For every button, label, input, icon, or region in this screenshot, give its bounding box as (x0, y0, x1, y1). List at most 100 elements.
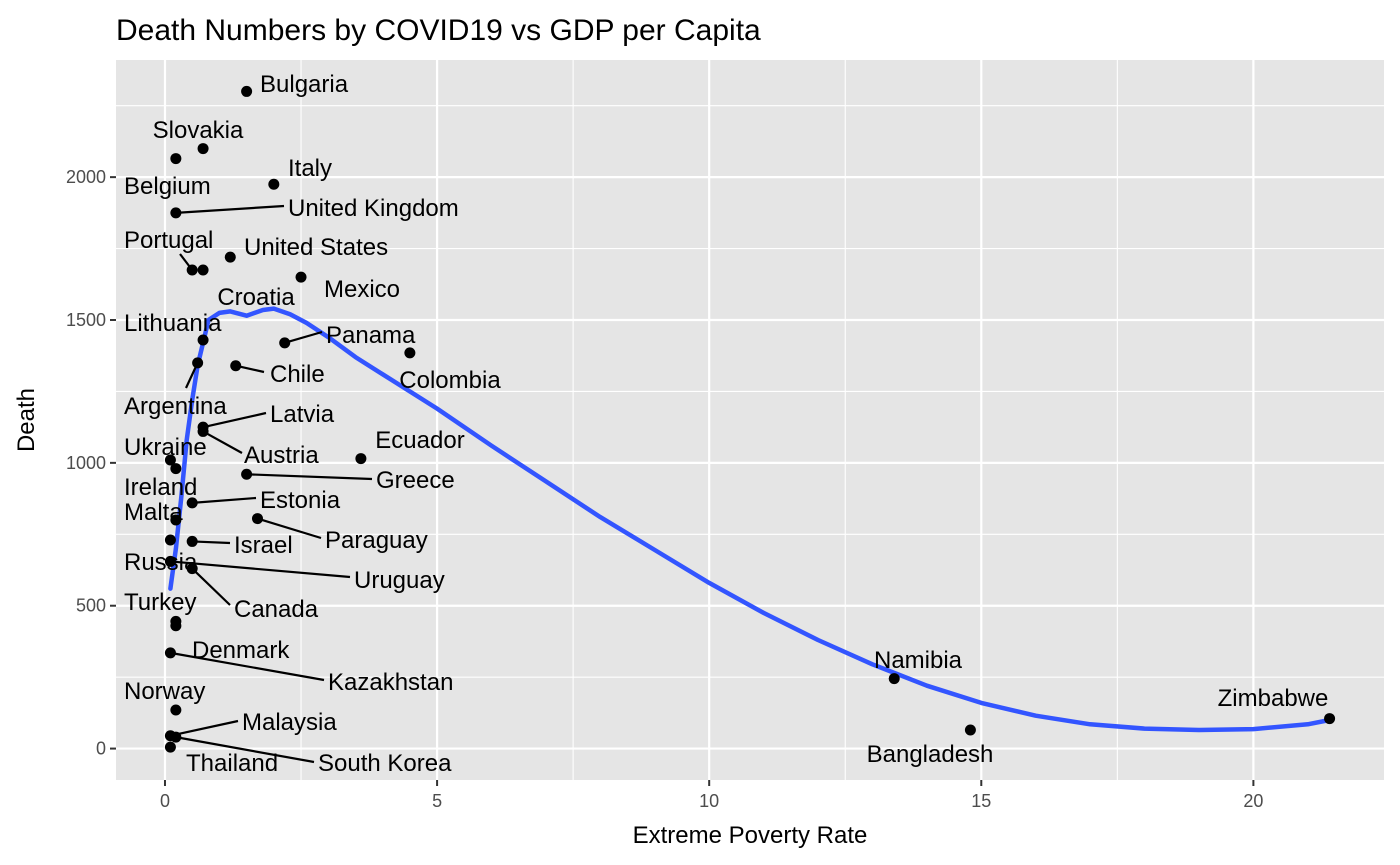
data-point (241, 85, 253, 97)
point-label: Norway (124, 678, 205, 705)
leader-line (246, 473, 373, 481)
labels-layer: Bulgaria Slovakia Belgium Italy United Kingd… (124, 71, 1328, 777)
data-point (192, 357, 204, 369)
leader-line (192, 540, 231, 545)
data-point (170, 620, 182, 632)
point-label: Estonia (260, 487, 341, 514)
data-point (186, 563, 198, 575)
label-leader-lines (170, 204, 373, 764)
y-axis-ticks: 0 500 1000 1500 2000 (66, 167, 116, 759)
data-point (230, 360, 242, 372)
point-label: Portugal (124, 227, 213, 254)
data-point (186, 497, 198, 509)
x-axis-title: Extreme Poverty Rate (633, 822, 868, 849)
point-label: Kazakhstan (328, 669, 453, 696)
point-label: Israel (234, 532, 293, 559)
point-label: Zimbabwe (1218, 685, 1329, 712)
data-point (295, 271, 307, 283)
leader-line (202, 430, 243, 454)
chart-title: Death Numbers by COVID19 vs GDP per Capi… (116, 14, 761, 47)
point-label: Bulgaria (260, 71, 349, 98)
grid-major (116, 60, 1384, 780)
point-label: Colombia (399, 367, 501, 394)
data-point (224, 251, 236, 263)
point-label: Malta (124, 499, 183, 526)
point-label: United States (244, 234, 388, 261)
point-label: Ukraine (124, 434, 207, 461)
point-label: Latvia (270, 401, 335, 428)
point-label: Italy (288, 155, 332, 182)
data-point (279, 337, 291, 349)
data-point (197, 264, 209, 276)
point-label: Greece (376, 467, 455, 494)
point-label: Thailand (186, 750, 278, 777)
points-layer (164, 85, 1336, 753)
data-point (888, 673, 900, 685)
x-tick-label: 5 (432, 791, 442, 811)
point-label: Slovakia (153, 117, 244, 144)
point-label: Chile (270, 361, 325, 388)
point-label: Austria (244, 442, 319, 469)
leader-line (192, 496, 257, 504)
point-label: Mexico (324, 276, 400, 303)
point-label: Croatia (217, 284, 295, 311)
x-tick-label: 10 (699, 791, 719, 811)
point-label: Uruguay (354, 567, 445, 594)
data-point (164, 741, 176, 753)
point-label: Argentina (124, 393, 227, 420)
data-point (186, 535, 198, 547)
data-point (170, 207, 182, 219)
data-point (404, 347, 416, 359)
point-label: Russia (124, 549, 198, 576)
y-tick-label: 1000 (66, 453, 106, 473)
data-point (170, 463, 182, 475)
y-axis-title: Death (13, 388, 40, 452)
point-label: Canada (234, 596, 319, 623)
leader-line (202, 411, 267, 429)
data-point (241, 468, 253, 480)
data-point (186, 264, 198, 276)
leader-line (257, 517, 322, 540)
data-point (1324, 713, 1336, 725)
data-point (251, 513, 263, 525)
leader-line (284, 330, 323, 344)
data-point (164, 555, 176, 567)
point-label: United Kingdom (288, 195, 459, 222)
x-axis-ticks: 0 5 10 15 20 (160, 780, 1263, 811)
point-label: Lithuania (124, 310, 222, 337)
x-tick-label: 20 (1243, 791, 1263, 811)
leader-line (175, 736, 315, 764)
leader-line (170, 719, 239, 737)
leader-line (175, 204, 285, 214)
data-point (170, 731, 182, 743)
y-tick-label: 2000 (66, 167, 106, 187)
data-point (164, 454, 176, 466)
y-tick-label: 1500 (66, 310, 106, 330)
data-point (268, 178, 280, 190)
data-point (170, 704, 182, 716)
point-label: Ecuador (375, 427, 464, 454)
point-label: South Korea (318, 750, 452, 777)
point-label: Panama (326, 322, 416, 349)
y-tick-label: 0 (96, 739, 106, 759)
data-point (170, 514, 182, 526)
data-point (164, 534, 176, 546)
data-point (164, 647, 176, 659)
data-point (170, 153, 182, 165)
data-point (197, 425, 209, 437)
x-tick-label: 15 (971, 791, 991, 811)
leader-line (191, 567, 231, 606)
leader-line (170, 651, 325, 682)
point-label: Malaysia (242, 709, 337, 736)
point-label: Turkey (124, 589, 196, 616)
grid-minor (116, 60, 1390, 780)
data-point (964, 724, 976, 736)
point-label: Denmark (192, 637, 290, 664)
y-tick-label: 500 (76, 596, 106, 616)
point-label: Ireland (124, 474, 197, 501)
point-label: Paraguay (325, 527, 428, 554)
data-point (355, 453, 367, 465)
point-label: Belgium (124, 173, 211, 200)
